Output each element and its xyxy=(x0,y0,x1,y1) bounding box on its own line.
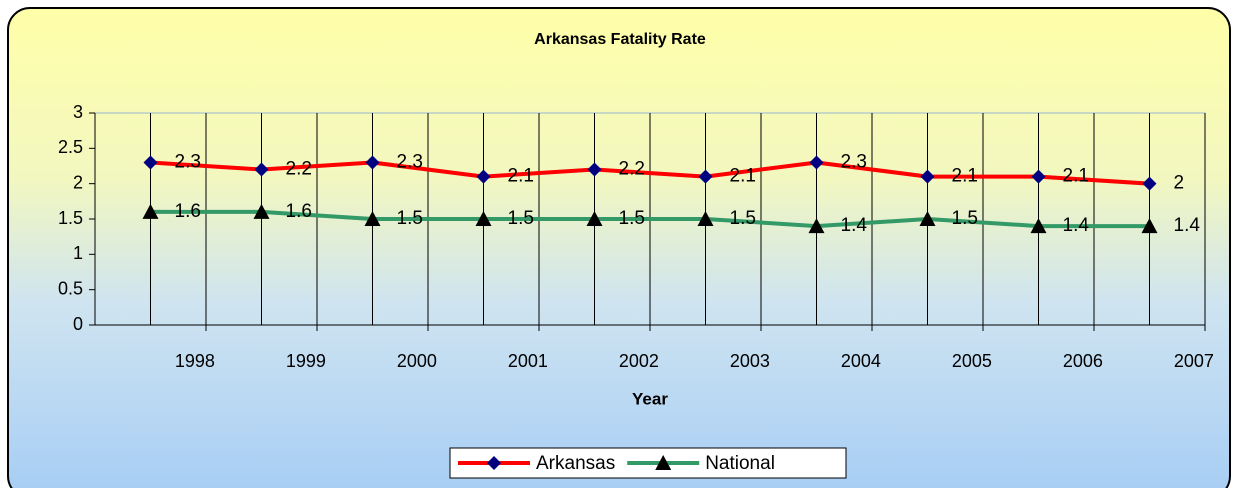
marker xyxy=(919,211,936,226)
data-label: 2.3 xyxy=(175,151,201,172)
x-tick-label: 2004 xyxy=(841,351,881,371)
data-label: 1.5 xyxy=(952,208,978,229)
marker xyxy=(697,211,714,226)
legend-marker xyxy=(655,455,672,470)
y-tick-label: 0.5 xyxy=(58,278,83,298)
data-label: 1.5 xyxy=(397,208,423,229)
marker xyxy=(1030,218,1047,234)
series-line xyxy=(150,160,1150,186)
marker xyxy=(365,155,380,170)
legend-label: National xyxy=(705,453,775,474)
marker xyxy=(475,211,492,226)
y-tick-label: 2.5 xyxy=(58,137,83,157)
y-tick-label: 1.5 xyxy=(58,208,83,228)
legend-marker xyxy=(487,456,501,470)
data-label: 1.6 xyxy=(175,201,201,222)
marker xyxy=(142,203,159,219)
data-label: 1.4 xyxy=(841,215,868,236)
marker xyxy=(920,169,935,184)
x-axis-title: Year xyxy=(632,389,668,408)
marker xyxy=(809,155,824,170)
x-tick-label: 2006 xyxy=(1063,351,1103,371)
marker xyxy=(698,169,713,184)
marker xyxy=(808,218,825,234)
data-label: 2 xyxy=(1174,173,1185,194)
y-tick-label: 0 xyxy=(73,314,83,334)
x-tick-label: 2000 xyxy=(397,351,437,371)
data-label: 1.6 xyxy=(286,201,312,222)
marker xyxy=(587,162,602,177)
data-label: 2.1 xyxy=(952,166,978,187)
x-tick-label: 2002 xyxy=(619,351,659,371)
marker xyxy=(1141,218,1158,234)
series-line xyxy=(150,209,1150,229)
x-tick-label: 1999 xyxy=(286,351,326,371)
data-label: 1.5 xyxy=(730,208,756,229)
x-tick-label: 2003 xyxy=(730,351,770,371)
marker xyxy=(1031,169,1046,184)
marker xyxy=(476,169,491,184)
data-label: 1.5 xyxy=(619,208,645,229)
chart-frame xyxy=(7,7,1231,488)
y-tick-label: 1 xyxy=(73,243,83,263)
marker xyxy=(254,162,269,177)
data-label: 1.4 xyxy=(1174,215,1201,236)
legend-label: Arkansas xyxy=(536,453,615,474)
data-label: 2.2 xyxy=(286,159,312,180)
data-label: 2.1 xyxy=(1063,166,1089,187)
data-label: 2.3 xyxy=(397,151,423,172)
data-label: 2.1 xyxy=(508,166,534,187)
y-tick-label: 3 xyxy=(73,102,83,122)
chart-title: Arkansas Fatality Rate xyxy=(534,31,706,48)
data-label: 2.1 xyxy=(730,166,756,187)
marker xyxy=(253,203,270,219)
y-tick-label: 2 xyxy=(73,172,83,192)
x-tick-label: 1998 xyxy=(175,351,215,371)
data-label: 1.5 xyxy=(508,208,534,229)
marker xyxy=(586,211,603,226)
marker xyxy=(1142,176,1157,191)
marker xyxy=(143,155,158,170)
x-tick-label: 2001 xyxy=(508,351,548,371)
data-label: 1.4 xyxy=(1063,215,1090,236)
data-label: 2.2 xyxy=(619,159,645,180)
x-tick-label: 2005 xyxy=(952,351,992,371)
marker xyxy=(364,211,381,226)
x-tick-label: 2007 xyxy=(1174,351,1214,371)
data-label: 2.3 xyxy=(841,151,867,172)
